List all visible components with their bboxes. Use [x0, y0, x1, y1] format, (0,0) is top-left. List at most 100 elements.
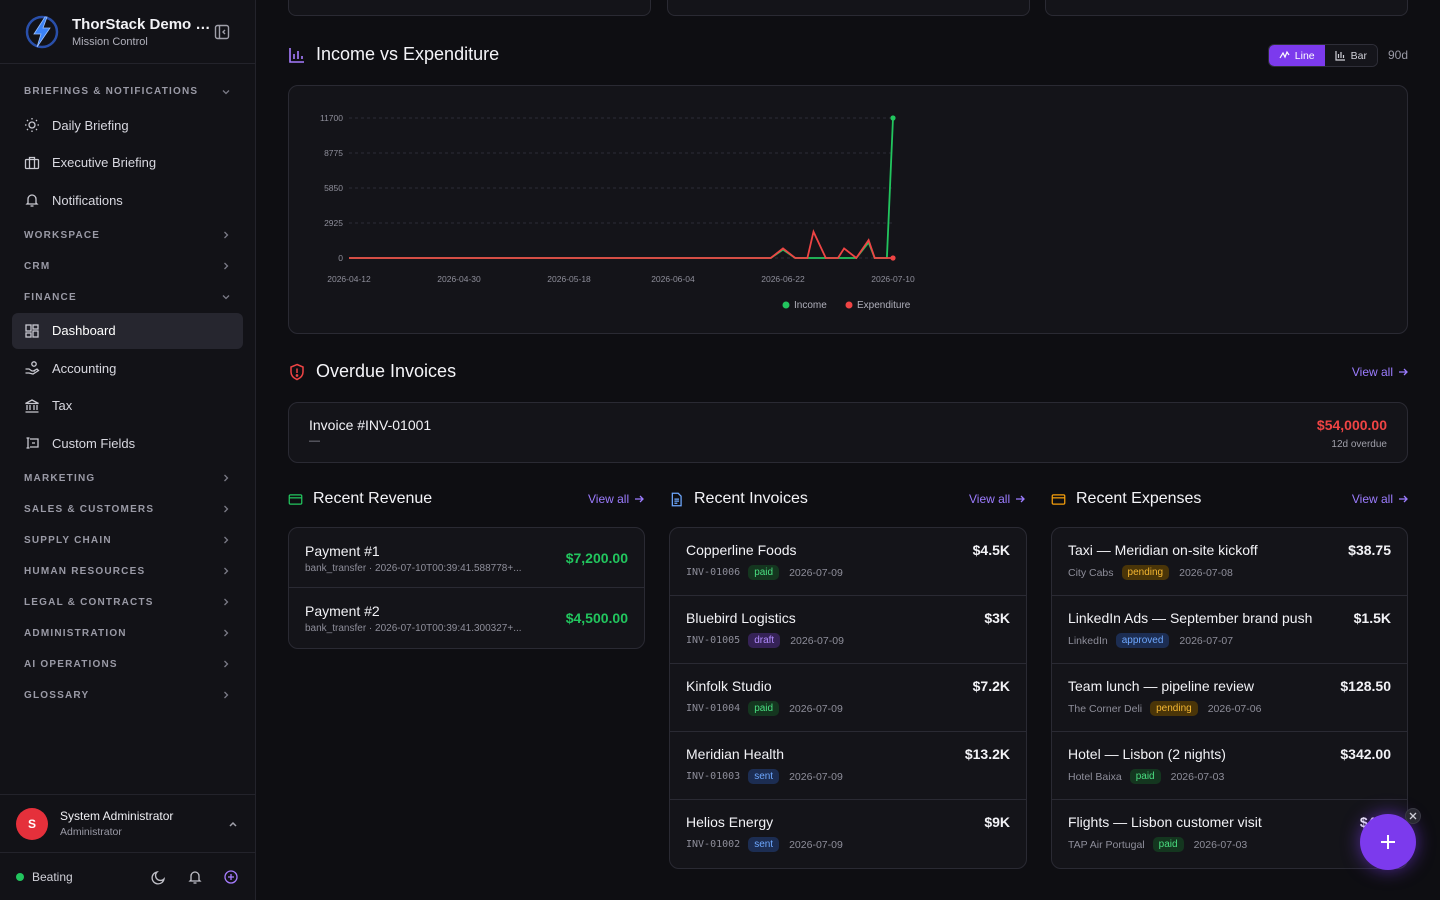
nav-section-toggle[interactable]: GLOSSARY	[12, 680, 243, 711]
expense-row-title: Taxi — Meridian on-site kickoff	[1068, 542, 1258, 558]
nav-section-toggle[interactable]: MARKETING	[12, 463, 243, 494]
expense-vendor: City Cabs	[1068, 566, 1114, 579]
heartbeat-status: Beating	[0, 852, 255, 900]
nav-section-toggle[interactable]: LEGAL & CONTRACTS	[12, 587, 243, 618]
revenue-section-title: Recent Revenue	[288, 490, 432, 508]
user-menu[interactable]: S System Administrator Administrator	[0, 794, 255, 852]
stat-card	[1045, 0, 1408, 16]
expense-row[interactable]: Hotel — Lisbon (2 nights) Hotel Baixa paid…	[1052, 732, 1407, 800]
nav-section-toggle[interactable]: CRM	[12, 251, 243, 282]
revenue-row[interactable]: Payment #2 bank_transfer · 2026-07-10T00:…	[289, 588, 644, 648]
expense-vendor: Hotel Baixa	[1068, 770, 1122, 783]
invoice-code: INV-01005	[686, 635, 741, 646]
overdue-invoice-row[interactable]: Invoice #INV-01001 — $54,000.00 12d over…	[288, 402, 1408, 463]
invoice-row-title: Helios Energy	[686, 814, 774, 830]
revenue-row[interactable]: Payment #1 bank_transfer · 2026-07-10T00:…	[289, 528, 644, 588]
expense-vendor: The Corner Deli	[1068, 702, 1143, 715]
add-circle-icon[interactable]	[223, 869, 239, 885]
expense-row[interactable]: Flights — Lisbon customer visit TAP Air P…	[1052, 800, 1407, 868]
invoice-row[interactable]: Bluebird Logistics INV-01005 draft 2026-07-…	[670, 596, 1026, 664]
arrow-right-icon	[1399, 495, 1408, 503]
bar-chart-icon	[1335, 51, 1345, 61]
status-badge: paid	[748, 565, 780, 580]
invoice-row-title: Copperline Foods	[686, 542, 797, 558]
revenue-row-meta: bank_transfer · 2026-07-10T00:39:41.3003…	[305, 623, 522, 634]
y-tick-label: 8775	[324, 148, 343, 158]
invoice-row[interactable]: Meridian Health INV-01003 sent 2026-07-09 $1…	[670, 732, 1026, 800]
chevron-down-icon	[222, 295, 230, 300]
expense-row-title: Flights — Lisbon customer visit	[1068, 814, 1262, 830]
legend-label: Income	[794, 300, 827, 311]
legend-dot	[782, 301, 790, 309]
fab-dismiss-button[interactable]	[1405, 808, 1421, 824]
nav-section-toggle[interactable]: WORKSPACE	[12, 220, 243, 251]
expense-vendor: LinkedIn	[1068, 634, 1108, 647]
bell-icon[interactable]	[187, 869, 203, 885]
nav-section-toggle[interactable]: BRIEFINGS & NOTIFICATIONS	[12, 76, 243, 107]
nav-section-label: MARKETING	[24, 472, 96, 484]
invoice-row[interactable]: Kinfolk Studio INV-01004 paid 2026-07-09 $7.…	[670, 664, 1026, 732]
invoice-row[interactable]: Copperline Foods INV-01006 paid 2026-07-09 $…	[670, 528, 1026, 596]
bell-icon	[25, 194, 39, 207]
nav-section-toggle[interactable]: ADMINISTRATION	[12, 618, 243, 649]
stat-card	[288, 0, 651, 16]
nav-section-label: AI OPERATIONS	[24, 658, 118, 670]
invoice-code: INV-01002	[686, 839, 741, 850]
expense-amount: $38.75	[1348, 542, 1391, 558]
y-tick-label: 11700	[320, 113, 343, 123]
expense-row[interactable]: Team lunch — pipeline review The Corner D…	[1052, 664, 1407, 732]
chevron-up-icon[interactable]	[227, 818, 239, 830]
briefcase-icon	[24, 156, 40, 169]
invoices-section-title: Recent Invoices	[669, 490, 808, 508]
sidebar-item[interactable]: Custom Fields	[12, 425, 243, 461]
invoice-row[interactable]: Helios Energy INV-01002 sent 2026-07-09 $9K	[670, 800, 1026, 868]
sidebar-item[interactable]: Tax	[12, 388, 243, 424]
sidebar-nav: BRIEFINGS & NOTIFICATIONS Daily Briefing E…	[0, 64, 255, 711]
nav-section-toggle[interactable]: HUMAN RESOURCES	[12, 556, 243, 587]
moon-icon[interactable]	[151, 869, 167, 885]
nav-section-label: SUPPLY CHAIN	[24, 534, 112, 546]
invoice-date: 2026-07-09	[790, 634, 844, 647]
sidebar-item[interactable]: Dashboard	[12, 312, 243, 349]
income-expenditure-chart: 0 2925 5850 8775 11700 2026-04-12 2026-04-30 20…	[320, 113, 915, 311]
status-dot	[16, 872, 24, 881]
collapse-sidebar-icon[interactable]	[213, 23, 231, 41]
sidebar-item[interactable]: Accounting	[12, 350, 243, 386]
toggle-bar-button[interactable]: Bar	[1324, 45, 1377, 66]
sidebar-item[interactable]: Notifications	[12, 182, 243, 218]
expense-row[interactable]: Taxi — Meridian on-site kickoff City Cabs…	[1052, 528, 1407, 596]
nav-section-toggle[interactable]: FINANCE	[12, 282, 243, 313]
sidebar-item[interactable]: Executive Briefing	[12, 145, 243, 181]
range-selector[interactable]: 90d	[1387, 48, 1408, 62]
status-badge: sent	[748, 769, 780, 784]
nav-section-toggle[interactable]: SALES & CUSTOMERS	[12, 494, 243, 525]
sidebar-item-label: Accounting	[52, 360, 117, 376]
revenue-row-title: Payment #2	[305, 603, 380, 619]
invoice-amount: $9K	[984, 814, 1010, 830]
series-endpoint	[890, 255, 896, 261]
nav-section-toggle[interactable]: SUPPLY CHAIN	[12, 525, 243, 556]
expense-amount: $342.00	[1340, 746, 1391, 762]
revenue-title: Recent Revenue	[313, 490, 433, 507]
brand-subtitle: Mission Control	[72, 35, 148, 48]
chevron-right-icon	[224, 598, 229, 606]
chevron-right-icon	[224, 567, 229, 575]
toggle-line-button[interactable]: Line	[1268, 45, 1325, 66]
sidebar-item[interactable]: Daily Briefing	[12, 107, 243, 143]
view-all-label: View all	[588, 492, 630, 506]
chevron-right-icon	[224, 536, 229, 544]
status-badge: sent	[748, 837, 780, 852]
x-tick-label: 2026-06-22	[761, 274, 805, 284]
revenue-view-all-link[interactable]: View all	[588, 492, 645, 506]
invoices-view-all-link[interactable]: View all	[969, 492, 1026, 506]
expenses-view-all-link[interactable]: View all	[1352, 492, 1408, 506]
quick-add-button[interactable]	[1360, 814, 1416, 870]
overdue-view-all-link[interactable]: View all	[1352, 365, 1408, 379]
nav-section-toggle[interactable]: AI OPERATIONS	[12, 649, 243, 680]
hand-coins-icon	[25, 361, 40, 375]
nav-section-label: WORKSPACE	[24, 229, 101, 241]
overdue-amount: $54,000.00	[1316, 417, 1387, 433]
expense-row[interactable]: LinkedIn Ads — September brand push Linke…	[1052, 596, 1407, 664]
nav-section-label: CRM	[24, 260, 51, 272]
chevron-right-icon	[224, 474, 229, 482]
